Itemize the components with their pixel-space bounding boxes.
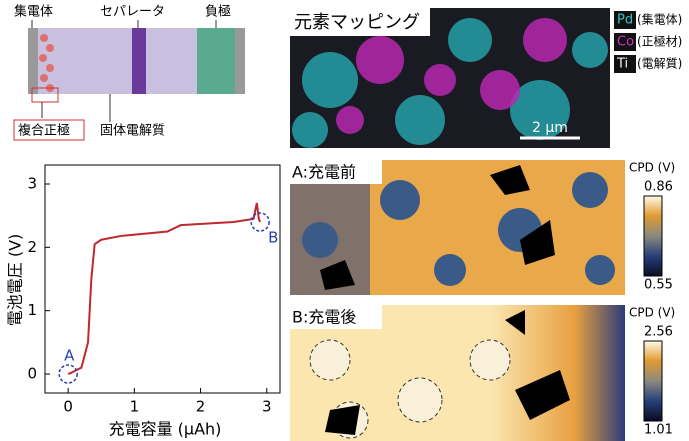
figure: 集電体 セパレータ 負極 複合正極 固体電解質 充電容量 (μAh) 電池電圧 … — [0, 0, 689, 441]
legend-element: Ti — [616, 57, 628, 72]
legend-element: Co — [617, 35, 634, 50]
line — [68, 203, 260, 374]
label: 集電体 — [14, 4, 53, 20]
annotation-label: A — [64, 347, 75, 365]
legend-label: (正極材) — [637, 34, 682, 49]
y-tick-label: 1 — [27, 301, 37, 319]
legend-label: (電解質) — [637, 56, 682, 71]
colorbar-unit: CPD (V) — [629, 306, 675, 320]
colorbar-min: 0.55 — [644, 278, 673, 293]
label: 固体電解質 — [100, 124, 165, 139]
legend: Pd (集電体)Co(正極材) Ti (電解質) — [614, 11, 682, 73]
anode-collector — [235, 28, 245, 94]
x-tick-label: 2 — [196, 398, 206, 416]
annotation-label: B — [268, 229, 278, 247]
x-tick-label: 1 — [130, 398, 140, 416]
collector-layer — [28, 28, 38, 94]
element-map: 元素マッピング 2 μm Pd (集電体)Co(正極材) Ti (電解質) — [290, 8, 682, 148]
y-axis-label: 電池電圧 (V) — [6, 234, 25, 327]
plot-frame — [45, 165, 280, 393]
label: セパレータ — [100, 5, 165, 20]
colorbar-max: 0.86 — [644, 180, 673, 195]
label: 負極 — [205, 4, 231, 20]
schematic: 集電体 セパレータ 負極 複合正極 固体電解質 — [14, 4, 245, 141]
colorbar — [644, 196, 662, 276]
x-tick-label: 0 — [63, 398, 73, 416]
legend-label: (集電体) — [637, 12, 682, 27]
chart: 充電容量 (μAh) 電池電圧 (V) 0 1 2 3 0 1 2 3 A B — [6, 165, 281, 439]
scale-bar-label: 2 μm — [532, 120, 568, 136]
separator-layer — [132, 28, 146, 94]
map-title: A:充電前 — [292, 163, 356, 182]
colorbar-min: 1.01 — [644, 423, 673, 438]
x-tick-label: 3 — [262, 398, 272, 416]
anode-layer — [197, 28, 235, 94]
label: 複合正極 — [18, 123, 70, 139]
y-tick-label: 0 — [27, 365, 37, 383]
x-axis-label: 充電容量 (μAh) — [109, 420, 222, 439]
colorbar-max: 2.56 — [644, 325, 673, 340]
y-tick-label: 2 — [27, 238, 37, 256]
y-tick-label: 3 — [27, 175, 37, 193]
colorbar-unit: CPD (V) — [629, 161, 675, 175]
page: 集電体 セパレータ 負極 複合正極 固体電解質 充電容量 (μAh) 電池電圧 … — [0, 0, 689, 441]
colorbar — [644, 341, 662, 421]
map-title: 元素マッピング — [294, 12, 420, 33]
cpd-maps: A:充電前 CPD (V) 0.86 0.55 B:充電後 CPD (V) 2.56 1.01 — [290, 160, 675, 441]
map-title: B:充電後 — [292, 308, 356, 327]
legend-element: Pd — [617, 13, 633, 28]
